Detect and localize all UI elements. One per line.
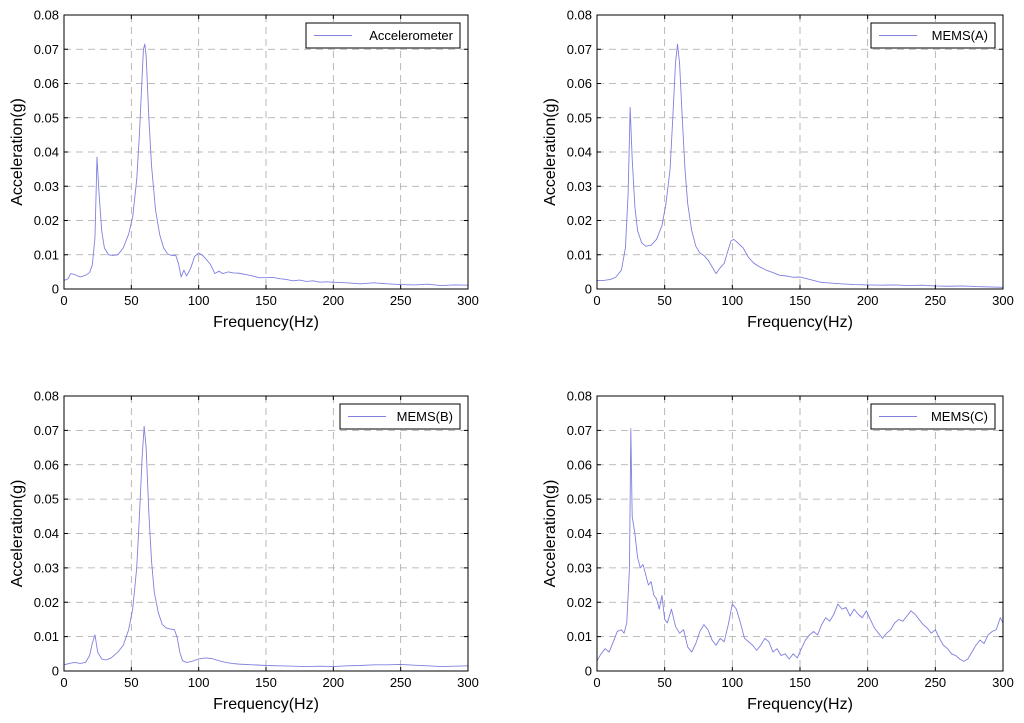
- chart-panel-1: 0 50 100 150 200 250 300 0 0.01 0.02 0.03 0.04 0.05 0…: [9, 8, 479, 332]
- series-line-1: [63, 425, 469, 667]
- y-tick-label: 0.08: [567, 8, 592, 23]
- x-tick-label: 300: [992, 675, 1014, 690]
- x-axis-label: Frequency(Hz): [747, 696, 853, 713]
- y-tick-label: 0: [585, 664, 592, 679]
- x-tick-label: 150: [255, 293, 277, 308]
- legend: MEMS(C): [870, 403, 996, 430]
- chart-panel-4: 0 50 100 150 200 250 300 0 0.01 0.02 0.03 0.04 0.05 0…: [542, 389, 1014, 714]
- y-tick-label: 0.08: [34, 8, 59, 23]
- y-tick-label: 0.03: [34, 179, 59, 194]
- x-tick-label: 150: [255, 675, 277, 690]
- y-axis-label: Acceleration(g): [542, 98, 559, 206]
- y-tick-label: 0.08: [567, 389, 592, 404]
- y-tick-label: 0.06: [34, 457, 59, 472]
- legend: MEMS(B): [339, 403, 461, 430]
- y-axis-label: Acceleration(g): [9, 480, 26, 588]
- y-tick-label: 0.02: [34, 595, 59, 610]
- x-tick-label: 100: [188, 293, 210, 308]
- x-tick-label: 150: [789, 675, 811, 690]
- y-tick-label: 0.06: [567, 76, 592, 91]
- x-tick-label: 250: [924, 675, 946, 690]
- series-line-1: [596, 428, 1004, 662]
- x-tick-label: 200: [322, 675, 344, 690]
- y-tick-label: 0.07: [34, 42, 59, 57]
- x-tick-label: 200: [857, 293, 879, 308]
- y-tick-label: 0.06: [567, 457, 592, 472]
- x-tick-label: 300: [992, 293, 1014, 308]
- y-tick-label: 0.03: [34, 560, 59, 575]
- y-axis-label: Acceleration(g): [542, 480, 559, 588]
- x-tick-label: 100: [721, 293, 743, 308]
- legend-label: MEMS(A): [932, 28, 988, 43]
- y-tick-label: 0.03: [567, 179, 592, 194]
- legend-label: MEMS(B): [397, 409, 453, 424]
- x-tick-label: 250: [390, 675, 412, 690]
- x-tick-label: 100: [721, 675, 743, 690]
- y-tick-label: 0.07: [567, 42, 592, 57]
- x-tick-label: 300: [457, 293, 479, 308]
- legend-label: MEMS(C): [931, 409, 988, 424]
- x-tick-label: 50: [657, 293, 671, 308]
- y-tick-label: 0.08: [34, 389, 59, 404]
- x-tick-label: 200: [322, 293, 344, 308]
- y-tick-label: 0: [52, 664, 59, 679]
- x-axis-label: Frequency(Hz): [213, 696, 319, 713]
- x-tick-label: 50: [124, 675, 138, 690]
- x-axis-label: Frequency(Hz): [747, 314, 853, 331]
- x-tick-label: 0: [60, 675, 67, 690]
- y-tick-label: 0.02: [567, 213, 592, 228]
- y-tick-label: 0.02: [567, 595, 592, 610]
- x-tick-label: 0: [593, 293, 600, 308]
- y-tick-label: 0.05: [34, 110, 59, 125]
- y-tick-label: 0.05: [34, 492, 59, 507]
- x-tick-label: 50: [657, 675, 671, 690]
- y-axis-label: Acceleration(g): [9, 98, 26, 206]
- y-tick-label: 0.07: [567, 423, 592, 438]
- y-tick-label: 0.07: [34, 423, 59, 438]
- y-tick-label: 0.01: [567, 247, 592, 262]
- chart-panel-3: 0 50 100 150 200 250 300 0 0.01 0.02 0.03 0.04 0.05 0…: [9, 389, 479, 714]
- legend: Accelerometer: [305, 22, 461, 49]
- x-axis-label: Frequency(Hz): [213, 314, 319, 331]
- y-tick-label: 0.05: [567, 110, 592, 125]
- x-tick-label: 250: [924, 293, 946, 308]
- series-line-1: [63, 43, 469, 287]
- x-tick-label: 0: [593, 675, 600, 690]
- x-tick-label: 250: [390, 293, 412, 308]
- y-tick-label: 0.04: [34, 145, 59, 160]
- y-tick-label: 0.05: [567, 492, 592, 507]
- x-tick-label: 150: [789, 293, 811, 308]
- series-line-1: [597, 43, 1004, 288]
- y-tick-label: 0.04: [567, 145, 592, 160]
- y-tick-label: 0.03: [567, 560, 592, 575]
- y-tick-label: 0.01: [34, 247, 59, 262]
- y-tick-label: 0.04: [567, 526, 592, 541]
- y-tick-label: 0.01: [567, 629, 592, 644]
- x-tick-label: 300: [457, 675, 479, 690]
- y-tick-label: 0.04: [34, 526, 59, 541]
- legend-label: Accelerometer: [369, 28, 453, 43]
- x-tick-label: 50: [124, 293, 138, 308]
- chart-panel-2: 0 50 100 150 200 250 300 0 0.01 0.02 0.03 0.04 0.05 0…: [542, 8, 1014, 332]
- y-tick-label: 0.06: [34, 76, 59, 91]
- y-tick-label: 0.02: [34, 213, 59, 228]
- legend: MEMS(A): [870, 22, 996, 49]
- x-tick-label: 200: [857, 675, 879, 690]
- x-tick-label: 100: [188, 675, 210, 690]
- y-tick-label: 0: [52, 282, 59, 297]
- y-tick-label: 0: [585, 282, 592, 297]
- y-tick-label: 0.01: [34, 629, 59, 644]
- x-tick-label: 0: [60, 293, 67, 308]
